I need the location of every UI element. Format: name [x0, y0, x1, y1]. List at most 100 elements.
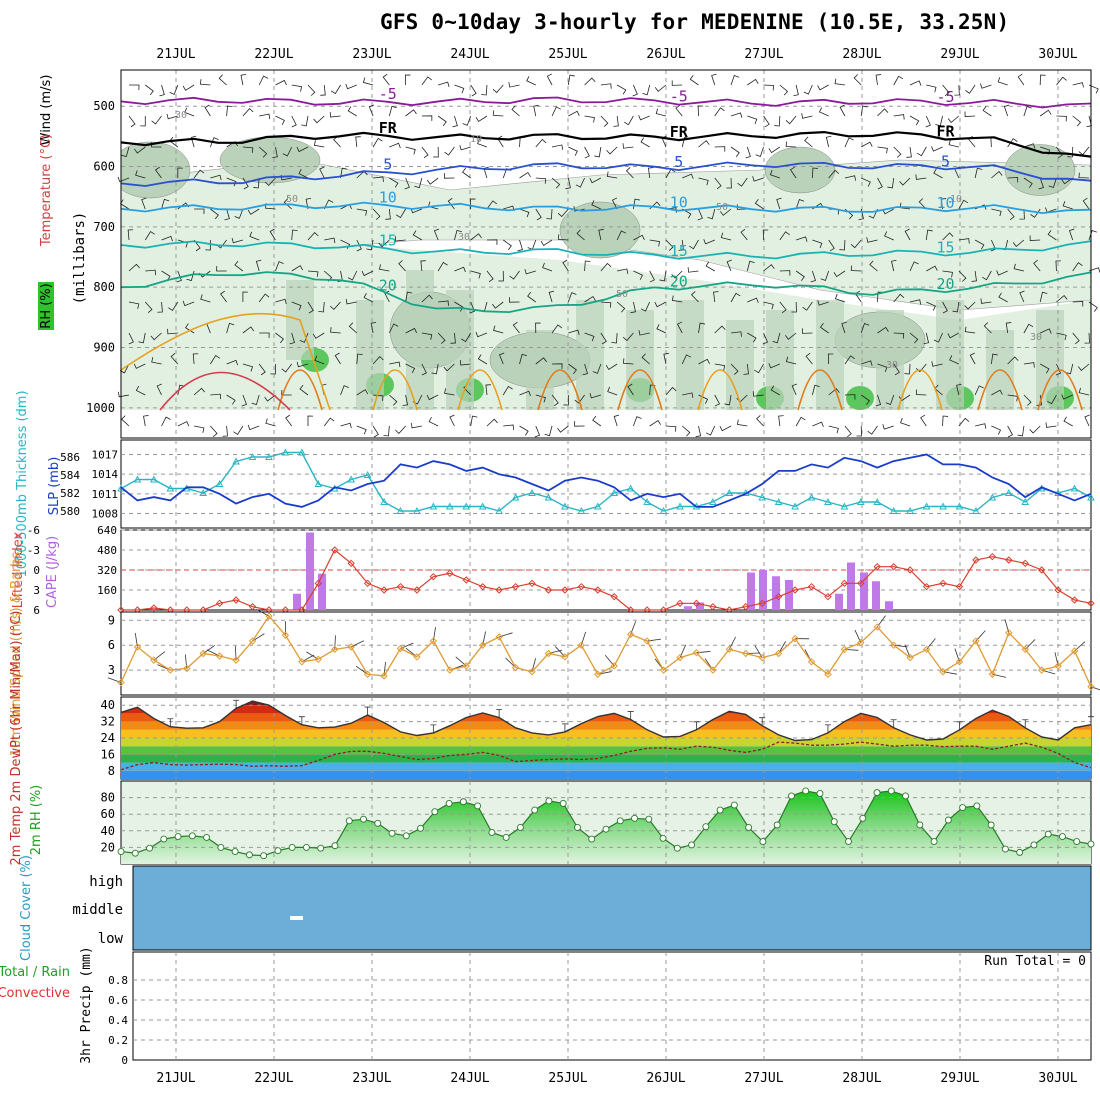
wind-barb	[551, 394, 559, 407]
isotherm-label: 5	[674, 153, 683, 171]
date-label-top: 30JUL	[1038, 47, 1077, 62]
wind-barb	[640, 137, 650, 148]
wind-barb	[395, 425, 406, 435]
wind-barb	[226, 177, 237, 187]
wind-barb	[1007, 208, 1015, 221]
wind-barb	[698, 322, 706, 334]
wind-barb	[991, 171, 1003, 179]
thickness-point	[676, 502, 684, 510]
wind-barb	[860, 323, 870, 334]
wind-barb	[964, 326, 976, 334]
wind-barb	[133, 363, 146, 369]
wind-barb	[690, 291, 699, 303]
thickness-point	[150, 475, 158, 483]
wind-barb	[730, 146, 740, 157]
wind-barb	[811, 167, 818, 179]
isotherm-label: 15	[670, 242, 688, 260]
wind-barb	[1055, 260, 1061, 272]
wind-barb	[877, 363, 888, 373]
wind-barb	[470, 84, 477, 97]
wind-barb	[638, 115, 650, 121]
wind-barb	[567, 74, 575, 86]
wind-barb	[802, 301, 813, 311]
rh-point	[830, 818, 838, 826]
wind-barb	[867, 425, 878, 435]
lifted-index-point	[248, 602, 257, 611]
wind-barb	[226, 359, 238, 366]
lifted-index-point	[742, 602, 750, 611]
wind-barb	[454, 301, 464, 312]
wind-barb	[763, 115, 770, 128]
wind-barb	[258, 293, 270, 303]
wind-barb	[281, 363, 293, 373]
wind-barb	[177, 421, 190, 427]
wind-barb	[714, 325, 726, 334]
wind-speed-point	[380, 672, 388, 680]
wind-barb	[340, 422, 352, 429]
wind-barb	[361, 270, 374, 277]
wind-speed-point	[331, 645, 339, 654]
rh-point	[274, 847, 282, 855]
wind-barb	[574, 421, 585, 427]
wind-barb	[649, 270, 655, 283]
wind-barb	[486, 200, 498, 210]
wind-barb	[958, 270, 967, 282]
wind-barb	[127, 229, 134, 241]
wind-barb	[1036, 394, 1043, 406]
wind-barb	[470, 233, 482, 241]
warm-isotherm	[1037, 369, 1083, 411]
wind-barb	[216, 265, 227, 272]
wind-barb	[600, 115, 609, 127]
wind-barb	[964, 301, 976, 310]
wind-barb	[730, 363, 739, 375]
thickness-point	[363, 470, 372, 478]
wind-barb	[443, 363, 455, 372]
lifted-index-point	[890, 562, 898, 571]
wind-speed-point	[939, 668, 947, 676]
cape-bar	[772, 576, 780, 610]
wind-barb	[623, 115, 634, 126]
rh-point	[1016, 848, 1024, 856]
wind-barb	[663, 352, 669, 365]
wind-barb	[389, 361, 401, 368]
wind-barb	[503, 424, 514, 430]
rh-contour-label: 50	[616, 289, 628, 300]
wind-barb	[552, 363, 563, 369]
thickness-point	[626, 484, 635, 492]
wind-barb	[1007, 138, 1018, 148]
wind-barb	[641, 353, 650, 365]
lifted-index-point	[939, 579, 947, 588]
wind-barb	[697, 105, 704, 117]
thickness-point	[396, 506, 405, 514]
thickness-point	[314, 479, 323, 487]
wind-barb	[259, 332, 270, 339]
wind-barb	[313, 115, 325, 124]
wind-barb	[675, 104, 683, 117]
wind-barb	[982, 106, 992, 117]
rh-region	[676, 300, 704, 410]
wind-barb	[915, 174, 927, 180]
wind-barb	[251, 394, 260, 406]
wind-barb	[535, 322, 541, 334]
wind-barb	[850, 265, 862, 272]
wind-speed-point	[676, 653, 684, 662]
wind-barb	[833, 270, 846, 278]
thickness-point	[248, 452, 257, 460]
date-label-top: 22JUL	[254, 47, 293, 62]
ytick-label: 480	[97, 544, 117, 557]
ytick-label: 584	[60, 469, 80, 482]
temp-band	[121, 713, 1091, 722]
wind-barb	[568, 110, 580, 117]
wind-barb	[642, 84, 651, 96]
wind-barb	[755, 146, 764, 157]
wind-barb	[689, 75, 699, 86]
wind-barb	[1072, 301, 1084, 307]
wind-barb	[743, 363, 749, 375]
wind-speed-point	[906, 653, 914, 662]
rh-region	[726, 320, 754, 410]
minmax-marker	[561, 723, 568, 732]
wind-barb	[511, 105, 520, 117]
wind-barb	[942, 270, 953, 278]
wind-barb	[437, 261, 448, 272]
wind-barb	[730, 292, 741, 303]
